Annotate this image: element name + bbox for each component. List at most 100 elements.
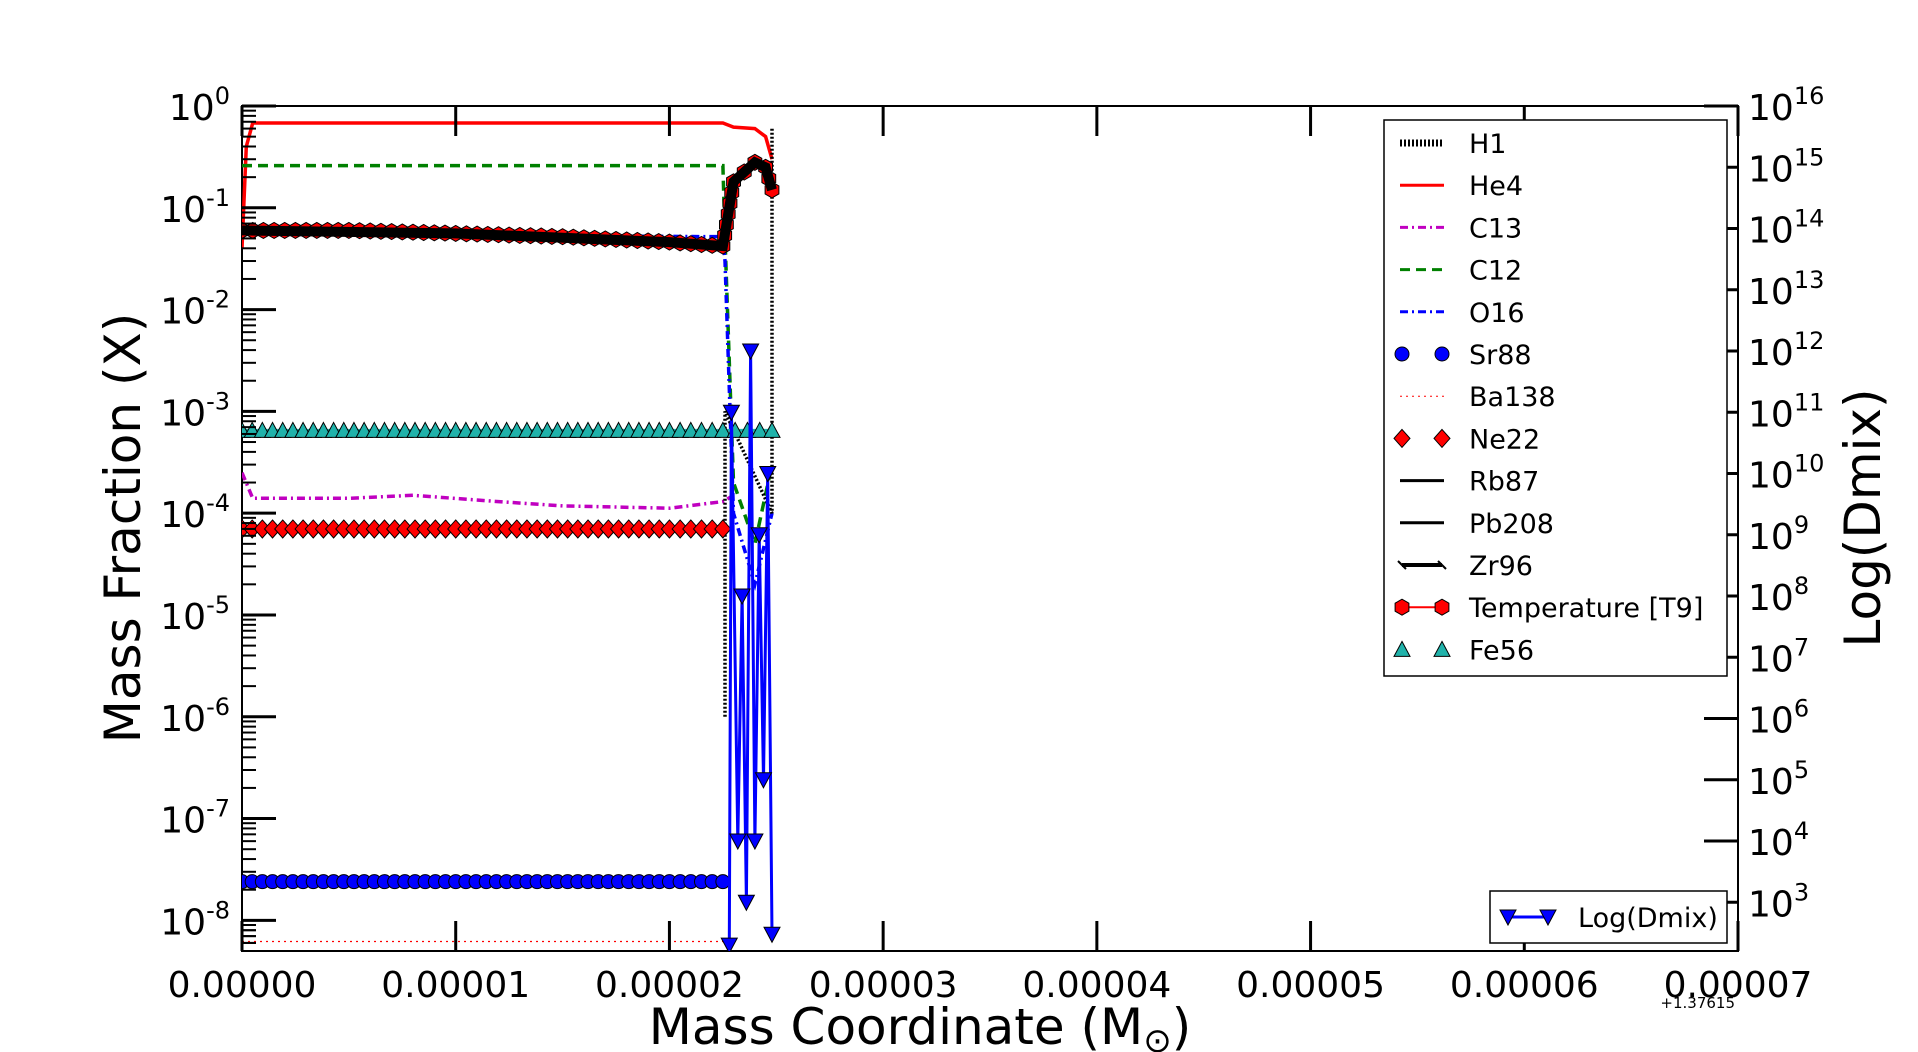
- legend-dmix-swatch: [1499, 909, 1517, 927]
- legend-label-h1: H1: [1469, 129, 1506, 160]
- series-marker-log-dmix: [746, 833, 764, 851]
- y-axis-left-title: Mass Fraction (X): [94, 313, 152, 744]
- legend-frame: [1383, 119, 1728, 677]
- y-left-tick-label: 10-3: [160, 387, 230, 434]
- x-axis-offset: +1.37615: [1660, 994, 1735, 1012]
- y-left-tick-label: 10-4: [160, 489, 230, 536]
- y-left-tick-label: 10-1: [160, 184, 230, 231]
- legend-label-rb87: Rb87: [1469, 467, 1539, 498]
- series-marker-log-dmix: [741, 343, 760, 361]
- x-tick-label: 0.00004: [1022, 965, 1171, 1006]
- y-right-tick-label: 108: [1748, 572, 1809, 619]
- series-marker-log-dmix: [737, 894, 756, 912]
- legend-swatch-temperature-t9: [1394, 598, 1410, 616]
- series-marker-fe56: [660, 421, 679, 438]
- legend-label-pb208: Pb208: [1469, 509, 1554, 540]
- legend-dmix-items: Log(Dmix): [1499, 903, 1718, 934]
- y-right-tick-label: 1012: [1748, 327, 1824, 374]
- y-left-tick-label: 10-8: [160, 896, 230, 943]
- x-tick-label: 0.00002: [595, 965, 744, 1006]
- y-right-tick-label: 1010: [1748, 450, 1824, 497]
- y-left-tick-label: 10-5: [160, 591, 230, 638]
- legend-swatch-sr88: [1434, 346, 1450, 362]
- series-marker-fe56: [714, 421, 732, 438]
- y-left-tick-label: 10-2: [160, 286, 230, 333]
- series-zr96: [242, 156, 777, 252]
- y-left-tick-label: 10-6: [160, 693, 230, 740]
- x-axis-title: Mass Coordinate (M⊙): [649, 998, 1191, 1052]
- series-sr88: [242, 874, 731, 890]
- y-right-tick-label: 106: [1748, 695, 1809, 742]
- legend-label-ne22: Ne22: [1469, 424, 1540, 455]
- legend-swatch-ne22: [1393, 428, 1411, 449]
- series-fe56: [242, 421, 781, 438]
- y-right-tick-label: 107: [1748, 633, 1809, 680]
- x-tick-label: 0.00001: [381, 965, 530, 1006]
- y-right-tick-label: 1011: [1748, 388, 1824, 435]
- series-marker-log-dmix: [750, 527, 769, 544]
- series-marker-log-dmix: [763, 926, 781, 944]
- series-marker-log-dmix: [733, 588, 751, 606]
- series-marker-fe56: [703, 421, 722, 438]
- legend-label-c12: C12: [1469, 256, 1522, 287]
- legend-dmix: Log(Dmix): [1489, 890, 1728, 944]
- legend-swatch-fe56: [1433, 640, 1451, 657]
- series-marker-fe56: [671, 421, 689, 438]
- series-marker-log-dmix: [728, 833, 747, 851]
- y-right-tick-label: 104: [1748, 817, 1809, 864]
- series-line-o16: [242, 228, 774, 591]
- y-right-tick-label: 1015: [1748, 143, 1824, 190]
- legend: H1 He4 C13 C12 O16 Sr88 Ba138 Ne22 Rb87 Pb208 Zr96…: [1383, 119, 1728, 677]
- x-tick-label: 0.00007: [1664, 965, 1813, 1006]
- y-right-tick-label: 1014: [1748, 205, 1824, 252]
- y-right-tick-label: 1013: [1748, 266, 1824, 313]
- series-marker-fe56: [681, 421, 700, 438]
- legend-swatch-fe56: [1393, 640, 1411, 657]
- legend-label-ba138: Ba138: [1469, 382, 1556, 413]
- legend-items: H1 He4 C13 C12 O16 Sr88 Ba138 Ne22 Rb87 Pb208 Zr96…: [1393, 129, 1703, 666]
- legend-label-temperature-t9: Temperature [T9]: [1468, 593, 1703, 624]
- x-tick-label: 0.00005: [1236, 965, 1385, 1006]
- legend-swatch-sr88: [1394, 346, 1410, 362]
- legend-label-o16: O16: [1469, 298, 1525, 329]
- series-marker-log-dmix: [720, 937, 739, 951]
- series-marker-log-dmix: [722, 404, 741, 422]
- series-marker-ne22: [714, 519, 732, 539]
- x-tick-label: 0.00003: [809, 965, 958, 1006]
- y-right-tick-label: 109: [1748, 511, 1809, 558]
- y-right-tick-label: 103: [1748, 878, 1809, 925]
- series-marker-sr88: [715, 874, 731, 890]
- series-ne22: [242, 519, 732, 539]
- x-tick-label: 0.00006: [1450, 965, 1599, 1006]
- x-tick-label: 0.00000: [168, 965, 317, 1006]
- series-o16: [242, 228, 774, 591]
- series-line-he4: [242, 121, 774, 249]
- legend-swatch-zr96: [1397, 560, 1407, 570]
- y-right-tick-label: 105: [1748, 756, 1809, 803]
- legend-swatch-ne22: [1433, 428, 1451, 449]
- series-marker-fe56: [763, 421, 781, 438]
- y-left-tick-label: 100: [169, 82, 230, 129]
- series-log-dmix: [720, 343, 781, 951]
- legend-dmix-label: Log(Dmix): [1578, 903, 1718, 934]
- series-marker-fe56: [692, 421, 711, 438]
- legend-label-zr96: Zr96: [1469, 551, 1533, 582]
- series-marker-log-dmix: [758, 466, 777, 483]
- legend-swatch-zr96: [1437, 560, 1447, 570]
- series-marker-log-dmix: [754, 772, 773, 789]
- series-line-c13: [242, 472, 735, 510]
- y-right-tick-label: 1016: [1748, 82, 1824, 129]
- series-he4: [242, 121, 774, 249]
- legend-label-he4: He4: [1469, 171, 1523, 202]
- legend-label-fe56: Fe56: [1469, 635, 1534, 666]
- legend-swatch-temperature-t9: [1434, 598, 1450, 616]
- series-c13: [242, 472, 735, 510]
- axes-layer: 0.00000 0.00001 0.00002 0.00003 0.00004 0.000…: [160, 82, 1824, 1006]
- series-line-zr96: [242, 156, 777, 252]
- legend-dmix-swatch: [1539, 909, 1557, 927]
- legend-label-sr88: Sr88: [1469, 340, 1532, 371]
- series-layer: [242, 121, 781, 951]
- legend-label-c13: C13: [1469, 213, 1522, 244]
- series-marker-fe56: [750, 421, 769, 438]
